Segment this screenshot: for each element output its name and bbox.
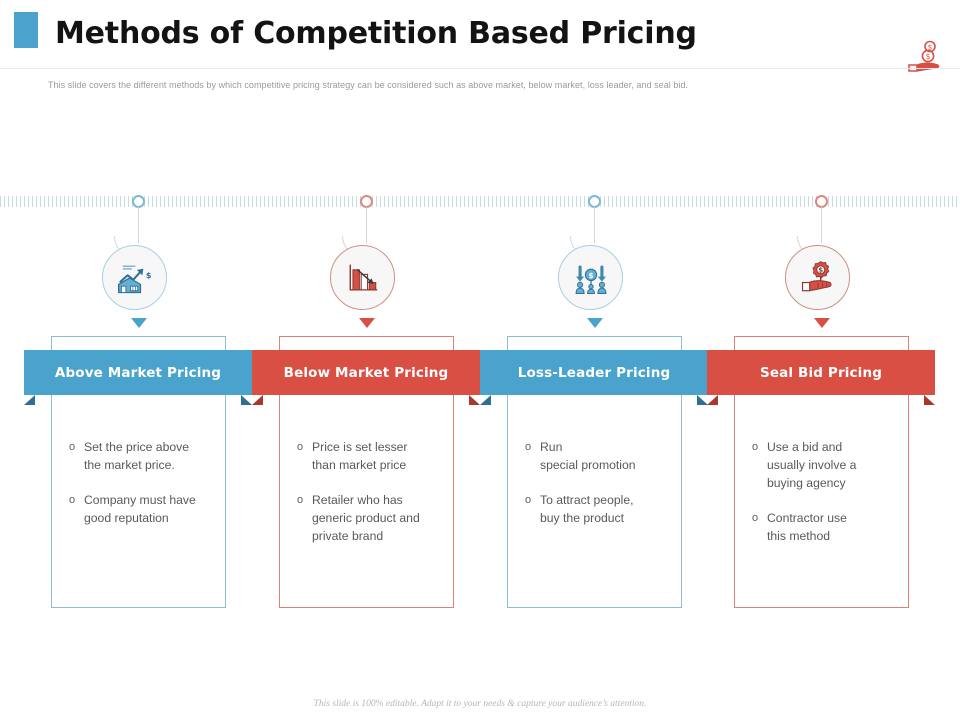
list-item: o Contractor use this method [752,509,924,545]
list-item: o Use a bid and usually involve a buying… [752,438,924,492]
svg-text:$: $ [145,270,151,280]
ribbon-fold-left [24,395,35,405]
bullet-text: Use a bid and usually involve a buying a… [767,440,857,490]
ribbon-fold-right [469,395,480,405]
timeline-ruler-band [0,196,960,207]
slide-subtitle: This slide covers the different methods … [48,80,689,90]
bullet-marker: o [525,441,532,453]
ribbon-main: Seal Bid Pricing [707,350,935,395]
list-item: o Run special promotion [525,438,697,474]
ribbon-banner[interactable]: Below Market Pricing [252,350,480,405]
bullet-marker: o [752,512,759,524]
column-seal-bid-pricing[interactable]: $ Seal Bid Pricing o Use a bid and usual… [707,0,935,720]
header-divider [0,68,960,69]
bullet-text: Price is set lesser than market price [312,440,408,472]
column-loss-leader-pricing[interactable]: $ Loss-Leader Pricing o Run special prom… [480,0,708,720]
bullet-marker: o [752,441,759,453]
timeline-stem [594,207,595,243]
list-item: o Company must have good reputation [69,491,241,527]
list-item: o Price is set lesser than market price [297,438,469,474]
ribbon-banner[interactable]: Seal Bid Pricing [707,350,935,405]
bullet-list: o Set the price above the market price. … [69,438,241,544]
column-above-market-pricing[interactable]: $ Above Market Pricing o Set the price a… [24,0,252,720]
bullet-text: Set the price above the market price. [84,440,190,472]
bullet-marker: o [69,441,76,453]
hand-holding-money-icon: $ $ [904,38,946,74]
bullet-marker: o [525,494,532,506]
column-below-market-pricing[interactable]: Below Market Pricing o Price is set less… [252,0,480,720]
column-title: Above Market Pricing [54,364,222,381]
bullet-marker: o [69,494,76,506]
ribbon-fold-right [924,395,935,405]
bullet-list: o Use a bid and usually involve a buying… [752,438,924,562]
footer-note: This slide is 100% editable. Adapt it to… [313,699,647,709]
pointer-caret [359,318,375,328]
title-accent-square [14,12,38,48]
bullet-list: o Run special promotion o To attract peo… [525,438,697,544]
svg-text:$: $ [926,52,931,61]
ribbon-fold-right [241,395,252,405]
timeline-stem [366,207,367,243]
house-growth-chart-icon: $ [102,245,167,310]
column-title: Loss-Leader Pricing [517,364,671,381]
bullet-text: Company must have good reputation [84,493,196,525]
bullet-text: To attract people, buy the product [540,493,634,525]
ribbon-banner[interactable]: Above Market Pricing [24,350,252,405]
page-title: Methods of Competition Based Pricing [55,16,697,51]
ribbon-fold-left [480,395,491,405]
timeline-stem [821,207,822,243]
slide-header: Methods of Competition Based Pricing $ $ [0,0,960,72]
pointer-caret [131,318,147,328]
column-title: Below Market Pricing [283,364,449,381]
svg-text:$: $ [588,270,593,279]
people-price-drop-icon: $ [558,245,623,310]
ribbon-banner[interactable]: Loss-Leader Pricing [480,350,708,405]
list-item: o To attract people, buy the product [525,491,697,527]
ribbon-main: Below Market Pricing [252,350,480,395]
timeline-stem [138,207,139,243]
declining-bar-chart-icon [330,245,395,310]
list-item: o Retailer who has generic product and p… [297,491,469,545]
list-item: o Set the price above the market price. [69,438,241,474]
svg-text:$: $ [818,266,823,274]
ribbon-main: Loss-Leader Pricing [480,350,708,395]
bullet-text: Run special promotion [540,440,636,472]
ribbon-fold-left [252,395,263,405]
pointer-caret [587,318,603,328]
bullet-text: Retailer who has generic product and pri… [312,493,420,543]
column-title: Seal Bid Pricing [759,364,883,381]
hand-holding-gear-money-icon: $ [785,245,850,310]
svg-text:$: $ [928,44,932,52]
bullet-text: Contractor use this method [767,511,847,543]
bullet-marker: o [297,441,304,453]
ribbon-fold-left [707,395,718,405]
pointer-caret [814,318,830,328]
bullet-list: o Price is set lesser than market price … [297,438,469,562]
ribbon-fold-right [697,395,708,405]
bullet-marker: o [297,494,304,506]
ribbon-main: Above Market Pricing [24,350,252,395]
